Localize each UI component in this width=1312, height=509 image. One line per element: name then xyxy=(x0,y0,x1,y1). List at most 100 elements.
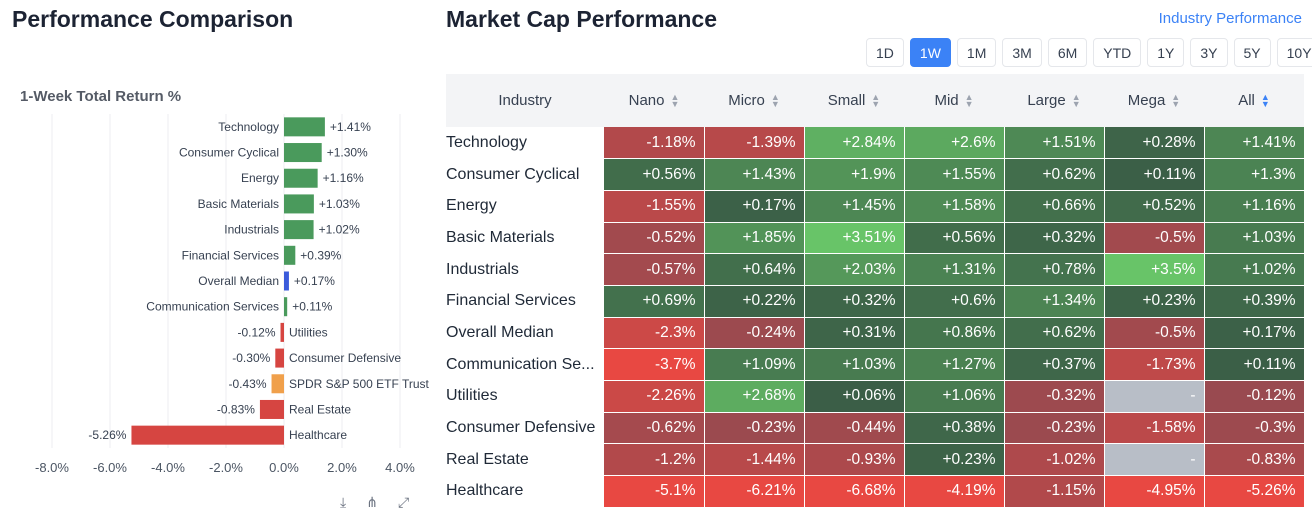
expand-icon[interactable]: ⤢ xyxy=(397,494,410,509)
performance-cell: -0.83% xyxy=(1204,443,1305,477)
sort-icon[interactable]: ▲ ▼ xyxy=(1260,92,1270,110)
column-header-all[interactable]: All ▲ ▼ xyxy=(1204,74,1304,127)
industry-name-cell[interactable]: Healthcare xyxy=(446,475,604,508)
category-label: Consumer Defensive xyxy=(289,351,401,365)
column-header-label: All xyxy=(1238,92,1255,109)
x-tick-label: 4.0% xyxy=(385,460,415,475)
range-tab-5y[interactable]: 5Y xyxy=(1233,38,1271,67)
sort-icon[interactable]: ▲ ▼ xyxy=(770,92,780,110)
category-label: Healthcare xyxy=(289,428,347,442)
value-label: -0.43% xyxy=(228,377,266,391)
performance-cell: -0.5% xyxy=(1104,317,1205,350)
table-row[interactable]: Real Estate -1.2% -1.44% -0.93% +0.23% -1.02%… xyxy=(446,443,1305,477)
industry-name-cell[interactable]: Financial Services xyxy=(446,285,604,318)
table-row[interactable]: Healthcare -5.1% -6.21% -6.68% -4.19% -1.15% -… xyxy=(446,475,1305,508)
column-header-mega[interactable]: Mega ▲ ▼ xyxy=(1104,74,1204,127)
x-tick-label: 2.0% xyxy=(327,460,357,475)
column-header-mid[interactable]: Mid ▲ ▼ xyxy=(904,74,1004,127)
range-tab-6m[interactable]: 6M xyxy=(1047,38,1088,67)
value-label: +0.39% xyxy=(300,248,341,262)
sort-icon[interactable]: ▲ ▼ xyxy=(871,92,881,110)
category-label: SPDR S&P 500 ETF Trust xyxy=(289,377,429,391)
table-row[interactable]: Utilities -2.26% +2.68% +0.06% +1.06% -0.32% -… xyxy=(446,380,1305,413)
performance-cell: -4.95% xyxy=(1104,475,1205,508)
performance-cell: +2.6% xyxy=(904,127,1005,160)
sort-icon[interactable]: ▲ ▼ xyxy=(670,92,680,110)
value-label: +1.16% xyxy=(323,171,364,185)
performance-cell: +0.62% xyxy=(1004,317,1105,350)
range-tab-1w[interactable]: 1W xyxy=(909,38,951,67)
table-row[interactable]: Industrials -0.57% +0.64% +2.03% +1.31% +0.78… xyxy=(446,253,1305,286)
range-tab-10y[interactable]: 10Y xyxy=(1276,38,1312,67)
industry-name-cell[interactable]: Basic Materials xyxy=(446,222,604,254)
performance-cell: -1.15% xyxy=(1004,475,1105,508)
performance-cell: +0.69% xyxy=(604,285,705,318)
range-tab-ytd[interactable]: YTD xyxy=(1093,38,1142,67)
column-header-nano[interactable]: Nano ▲ ▼ xyxy=(604,74,704,127)
sort-icon[interactable]: ▲ ▼ xyxy=(1071,92,1081,110)
performance-cell: +0.62% xyxy=(1004,158,1105,191)
industry-name-cell[interactable]: Consumer Cyclical xyxy=(446,158,604,191)
sort-icon[interactable]: ▲ ▼ xyxy=(1171,92,1181,110)
bar xyxy=(131,425,284,445)
range-tab-1m[interactable]: 1M xyxy=(956,38,997,67)
column-header-small[interactable]: Small ▲ ▼ xyxy=(804,74,904,127)
bar xyxy=(259,399,284,419)
table-row[interactable]: Overall Median -2.3% -0.24% +0.31% +0.86% +0.… xyxy=(446,317,1305,350)
performance-cell: +1.09% xyxy=(704,348,805,381)
industry-name-cell[interactable]: Overall Median xyxy=(446,317,604,349)
category-label: Real Estate xyxy=(289,402,351,416)
column-header-large[interactable]: Large ▲ ▼ xyxy=(1004,74,1104,127)
industry-name-cell[interactable]: Technology xyxy=(446,127,604,159)
category-label: Energy xyxy=(241,171,279,185)
industry-name-cell[interactable]: Communication Se... xyxy=(446,348,604,381)
performance-cell: -0.57% xyxy=(604,253,705,286)
performance-cell: -0.23% xyxy=(1004,412,1105,445)
share-icon[interactable]: ⋔ xyxy=(366,494,378,509)
sort-icon[interactable]: ▲ ▼ xyxy=(964,92,974,110)
performance-cell: -5.26% xyxy=(1204,475,1305,508)
table-row[interactable]: Communication Se... -3.7% +1.09% +1.03% +1.2… xyxy=(446,348,1305,381)
performance-cell: +0.52% xyxy=(1104,190,1205,223)
performance-cell: -1.18% xyxy=(604,127,705,160)
industry-name-cell[interactable]: Industrials xyxy=(446,253,604,286)
performance-cell: +1.9% xyxy=(804,158,905,191)
performance-cell: +0.28% xyxy=(1104,127,1205,160)
bar xyxy=(280,322,284,342)
bar xyxy=(284,220,314,240)
table-body: Technology -1.18% -1.39% +2.84% +2.6% +1.51% +… xyxy=(446,127,1305,508)
table-row[interactable]: Financial Services +0.69% +0.22% +0.32% +0.6… xyxy=(446,285,1305,318)
performance-cell: +0.6% xyxy=(904,285,1005,318)
bar xyxy=(284,297,288,317)
performance-cell: +0.32% xyxy=(1004,222,1105,255)
performance-cell: +1.03% xyxy=(804,348,905,381)
range-tab-3y[interactable]: 3Y xyxy=(1190,38,1228,67)
performance-cell: -1.2% xyxy=(604,443,705,477)
column-header-label: Industry xyxy=(498,92,552,109)
performance-cell: +1.02% xyxy=(1204,253,1305,286)
table-row[interactable]: Consumer Cyclical +0.56% +1.43% +1.9% +1.55%… xyxy=(446,158,1305,191)
market-cap-performance-title: Market Cap Performance xyxy=(446,6,717,32)
industry-name-cell[interactable]: Real Estate xyxy=(446,443,604,476)
performance-cell: - xyxy=(1104,380,1205,413)
performance-cell: +3.5% xyxy=(1104,253,1205,286)
performance-cell: +0.56% xyxy=(604,158,705,191)
range-tab-3m[interactable]: 3M xyxy=(1002,38,1042,67)
range-tab-1y[interactable]: 1Y xyxy=(1147,38,1185,67)
performance-cell: -1.55% xyxy=(604,190,705,223)
range-tab-1d[interactable]: 1D xyxy=(866,38,904,67)
industry-name-cell[interactable]: Energy xyxy=(446,190,604,223)
table-row[interactable]: Consumer Defensive -0.62% -0.23% -0.44% +0.3… xyxy=(446,412,1305,445)
column-header-micro[interactable]: Micro ▲ ▼ xyxy=(704,74,804,127)
value-label: +1.03% xyxy=(319,197,360,211)
value-label: -0.30% xyxy=(232,351,270,365)
industry-performance-link[interactable]: Industry Performance xyxy=(1158,10,1302,27)
table-row[interactable]: Technology -1.18% -1.39% +2.84% +2.6% +1.51% +… xyxy=(446,127,1305,160)
table-row[interactable]: Basic Materials -0.52% +1.85% +3.51% +0.56% +… xyxy=(446,222,1305,255)
table-row[interactable]: Energy -1.55% +0.17% +1.45% +1.58% +0.66% +0.5… xyxy=(446,190,1305,223)
download-icon[interactable]: ⤓ xyxy=(340,494,347,509)
value-label: +1.30% xyxy=(327,146,368,160)
industry-name-cell[interactable]: Utilities xyxy=(446,380,604,413)
performance-cell: -0.23% xyxy=(704,412,805,445)
industry-name-cell[interactable]: Consumer Defensive xyxy=(446,412,604,444)
